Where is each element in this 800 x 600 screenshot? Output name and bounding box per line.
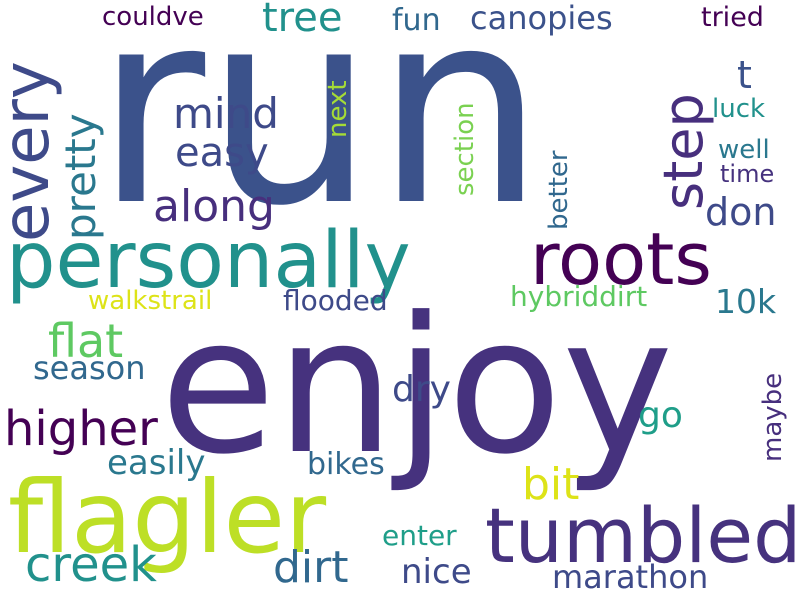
word-bit: bit [522, 459, 580, 510]
word-run: run [95, 0, 545, 265]
word-next: next [323, 80, 353, 138]
word-pretty: pretty [56, 113, 105, 240]
word-easily: easily [107, 443, 206, 483]
word-hybriddirt: hybriddirt [510, 280, 648, 313]
word-dirt: dirt [273, 542, 349, 593]
word-walkstrail: walkstrail [88, 286, 213, 316]
word-fun: fun [392, 3, 441, 38]
word-higher: higher [4, 401, 158, 457]
word-well: well [718, 135, 770, 165]
word-along: along [153, 181, 275, 232]
word-nice: nice [401, 552, 472, 592]
word-step: step [652, 93, 715, 210]
word-tumbled: tumbled [485, 491, 800, 580]
word-flat: flat [48, 314, 124, 368]
word-10k: 10k [715, 282, 777, 321]
word-maybe: maybe [758, 372, 788, 462]
word-bikes: bikes [307, 447, 385, 482]
word-couldve: couldve [102, 2, 204, 32]
word-flooded: flooded [283, 284, 388, 317]
word-luck: luck [712, 94, 766, 124]
word-creek: creek [25, 537, 157, 593]
word-canopies: canopies [470, 0, 613, 37]
word-mind: mind [173, 89, 279, 138]
word-enjoy: enjoy [160, 277, 674, 496]
word-roots: roots [530, 217, 712, 301]
word-time: time [720, 160, 775, 188]
word-enter: enter [382, 519, 457, 552]
word-don: don [705, 190, 777, 234]
word-better: better [544, 150, 574, 230]
word-season: season [33, 349, 146, 387]
word-personally: personally [6, 216, 411, 306]
word-tried: tried [701, 2, 764, 33]
word-go: go [638, 395, 683, 436]
word-flagler: flagler [8, 459, 327, 576]
word-dry: dry [392, 369, 451, 410]
word-t: t [737, 53, 752, 97]
word-marathon: marathon [552, 558, 709, 596]
word-tree: tree [262, 0, 343, 41]
word-every: every [0, 61, 64, 242]
word-section: section [450, 102, 480, 196]
word-easy: easy [175, 130, 269, 176]
